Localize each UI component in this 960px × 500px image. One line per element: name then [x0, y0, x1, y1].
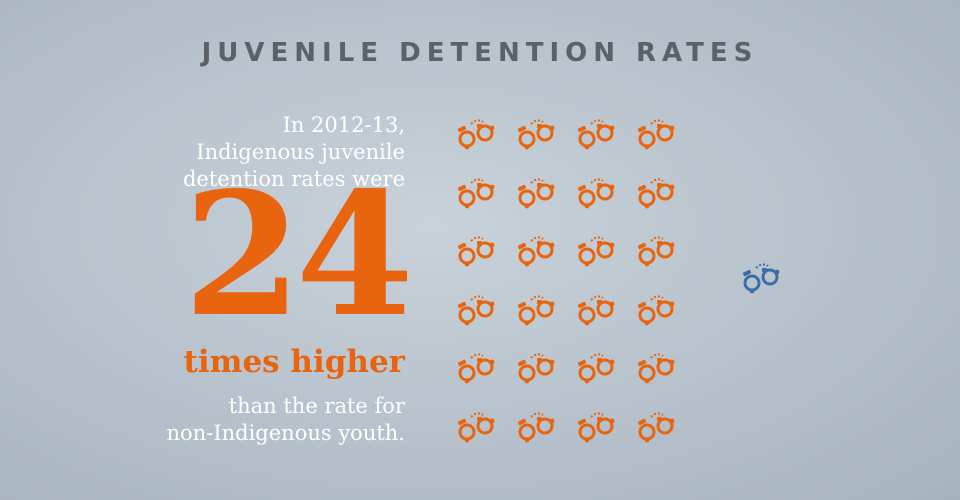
handcuffs-icon	[577, 353, 615, 384]
handcuffs-icon	[457, 353, 495, 384]
outro-line: non-Indigenous youth.	[166, 421, 405, 445]
handcuffs-icon	[517, 353, 555, 384]
handcuffs-icon	[637, 294, 675, 325]
handcuffs-icon	[577, 236, 615, 267]
intro-line: In 2012-13,	[282, 113, 405, 137]
handcuffs-icon	[577, 119, 615, 150]
handcuffs-icon	[517, 177, 555, 208]
big-number: 24	[183, 155, 414, 355]
handcuffs-icon	[517, 236, 555, 267]
page-title: JUVENILE DETENTION RATES	[201, 38, 759, 68]
intro-line: Indigenous juvenile	[196, 140, 405, 164]
outro-line: than the rate for	[228, 394, 405, 418]
handcuffs-icon	[517, 119, 555, 150]
handcuffs-icon	[637, 411, 675, 442]
handcuffs-icon	[517, 294, 555, 325]
handcuffs-icon	[457, 119, 495, 150]
handcuffs-icon	[637, 353, 675, 384]
handcuffs-icon	[457, 236, 495, 267]
handcuffs-icon	[637, 236, 675, 267]
handcuffs-icon	[457, 177, 495, 208]
handcuffs-icon	[577, 294, 615, 325]
handcuffs-icon	[577, 177, 615, 208]
intro-text: In 2012-13, Indigenous juvenile detentio…	[45, 112, 405, 193]
handcuffs-icon	[577, 411, 615, 442]
handcuffs-icon	[517, 411, 555, 442]
handcuffs-icon	[637, 177, 675, 208]
handcuffs-icon	[457, 294, 495, 325]
outro-text: than the rate for non-Indigenous youth.	[45, 393, 405, 447]
handcuffs-icon	[637, 119, 675, 150]
indigenous-handcuffs-grid	[455, 114, 695, 465]
intro-line: detention rates were	[182, 167, 405, 191]
handcuffs-icon	[742, 263, 780, 294]
handcuffs-icon	[457, 411, 495, 442]
highlight-text: times higher	[183, 344, 405, 380]
